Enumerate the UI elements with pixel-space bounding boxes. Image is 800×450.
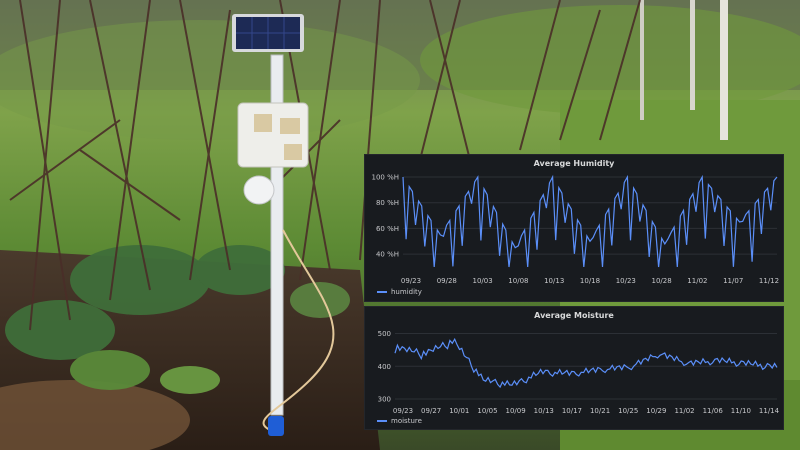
moisture-legend-swatch: [377, 420, 387, 422]
moisture-chart-panel: Average Moisture 500 400 300 09/23 09/27 10/0…: [364, 306, 784, 430]
x-tick-label: 11/12: [759, 277, 779, 285]
x-tick-label: 10/29: [646, 407, 666, 415]
x-tick-label: 10/09: [506, 407, 526, 415]
humidity-legend-label: humidity: [391, 288, 422, 296]
humidity-legend-swatch: [377, 291, 387, 293]
x-tick-label: 10/23: [616, 277, 636, 285]
humidity-series-line: [402, 174, 778, 268]
humidity-chart-panel: Average Humidity 100 %H 80 %H 60 %H 40 %H 09…: [364, 154, 784, 302]
x-tick-label: 10/28: [652, 277, 672, 285]
y-tick-label: 400: [378, 363, 391, 371]
x-tick-label: 10/21: [590, 407, 610, 415]
sensor-dome: [243, 175, 275, 205]
moisture-chart-title: Average Moisture: [534, 311, 614, 320]
moisture-legend[interactable]: moisture: [377, 417, 422, 425]
y-tick-label: 100 %H: [371, 174, 399, 182]
x-tick-label: 09/27: [421, 407, 441, 415]
x-tick-label: 10/13: [534, 407, 554, 415]
moisture-legend-label: moisture: [391, 417, 422, 425]
x-tick-label: 10/17: [562, 407, 582, 415]
humidity-chart-title: Average Humidity: [533, 159, 615, 168]
x-tick-label: 10/18: [580, 277, 600, 285]
x-tick-label: 10/03: [473, 277, 493, 285]
x-tick-label: 11/10: [731, 407, 751, 415]
x-tick-label: 11/14: [759, 407, 780, 415]
x-tick-label: 10/13: [544, 277, 564, 285]
y-tick-label: 300: [378, 396, 391, 404]
solar-panel: [232, 14, 304, 52]
x-tick-label: 09/28: [437, 277, 457, 285]
x-tick-label: 10/25: [618, 407, 638, 415]
humidity-legend[interactable]: humidity: [377, 288, 422, 296]
x-tick-label: 10/01: [449, 407, 469, 415]
x-tick-label: 09/23: [401, 277, 421, 285]
x-tick-label: 10/05: [477, 407, 497, 415]
x-tick-label: 11/02: [687, 277, 707, 285]
y-tick-label: 80 %H: [376, 199, 399, 207]
y-tick-label: 500: [378, 330, 391, 338]
blue-plug: [268, 416, 284, 436]
y-tick-label: 40 %H: [376, 251, 399, 259]
sensor-cable: [262, 229, 335, 431]
x-tick-label: 11/07: [723, 277, 743, 285]
x-tick-label: 10/08: [508, 277, 528, 285]
x-tick-label: 11/02: [674, 407, 694, 415]
humidity-chart: 100 %H 80 %H 60 %H 40 %H 09/23 09/28 10/03 10/0…: [371, 174, 779, 286]
moisture-series-line: [394, 337, 778, 389]
x-tick-label: 11/06: [703, 407, 724, 415]
x-tick-label: 09/23: [393, 407, 413, 415]
y-tick-label: 60 %H: [376, 225, 399, 233]
